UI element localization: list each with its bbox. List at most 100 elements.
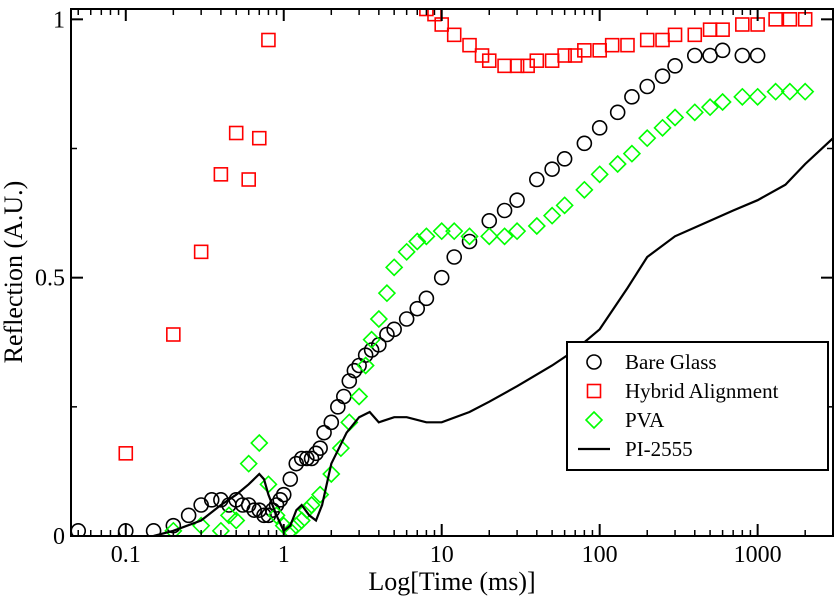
data-point [356, 356, 375, 375]
data-point [303, 450, 320, 467]
series-pi-2555 [153, 137, 833, 536]
data-point [349, 387, 369, 406]
y-tick-label: 0.5 [35, 266, 65, 292]
data-point [256, 507, 272, 524]
data-point [713, 92, 732, 112]
data-point [261, 32, 276, 48]
data-point [735, 17, 750, 32]
data-point [609, 104, 626, 121]
data-point [748, 87, 767, 106]
data-point [312, 440, 328, 456]
legend-marker-swatch [584, 410, 604, 430]
data-point [445, 222, 464, 241]
legend-label: PVA [625, 408, 665, 432]
data-point [796, 82, 815, 101]
data-point [409, 300, 426, 317]
series-hybrid-alignment [118, 9, 813, 461]
legend-label: PI-2555 [625, 437, 693, 461]
legend: Bare Glass Hybrid Alignment PVA PI-2555 [566, 341, 829, 471]
data-point [766, 82, 785, 101]
data-point [293, 450, 310, 467]
data-point [556, 151, 573, 167]
data-point [768, 12, 783, 27]
data-point [555, 196, 574, 215]
legend-box [566, 341, 829, 471]
data-point [782, 12, 798, 27]
data-point [193, 244, 209, 260]
data-point [322, 464, 341, 484]
data-point [575, 180, 594, 199]
data-point [591, 120, 608, 136]
data-point [557, 48, 572, 63]
data-point [481, 53, 497, 68]
data-point [180, 507, 197, 524]
data-point [544, 161, 560, 177]
data-point [308, 445, 324, 462]
y-tick-label: 1 [53, 7, 65, 33]
legend-item: Hybrid Alignment [586, 379, 779, 403]
data-point [408, 232, 427, 251]
x-tick-label: 1 [278, 542, 290, 568]
data-point [417, 227, 436, 246]
data-point [145, 523, 162, 536]
data-point [700, 98, 720, 117]
data-point [749, 47, 766, 64]
data-point [529, 53, 545, 68]
data-point [685, 103, 704, 122]
data-point [529, 171, 545, 188]
data-point [341, 373, 358, 389]
data-point [397, 242, 416, 261]
data-point [446, 249, 463, 265]
x-tick-label: 0.1 [111, 542, 141, 568]
x-tick-label: 1000 [734, 542, 782, 568]
legend-marker-swatch [586, 354, 602, 370]
data-point [667, 58, 683, 74]
data-point [608, 154, 627, 174]
legend-label: Bare Glass [625, 350, 717, 374]
data-point [734, 47, 751, 64]
data-point [246, 502, 262, 518]
data-point [281, 521, 300, 536]
data-point [496, 202, 513, 219]
data-point [323, 414, 340, 431]
data-point [346, 362, 363, 379]
data-point [509, 192, 525, 208]
data-point [654, 68, 671, 84]
data-point [419, 9, 434, 17]
data-point [460, 227, 479, 246]
data-point [302, 495, 321, 515]
data-point [203, 492, 220, 508]
data-point [211, 521, 231, 536]
data-point [622, 144, 642, 163]
data-point [385, 258, 404, 277]
data-point [386, 321, 402, 338]
data-point [687, 27, 703, 43]
data-point [166, 327, 181, 342]
data-point [446, 27, 462, 43]
data-point [331, 439, 351, 458]
data-point [520, 58, 535, 74]
data-point [715, 22, 730, 37]
data-point [780, 82, 800, 101]
data-point [219, 506, 239, 525]
data-point [462, 37, 477, 53]
data-point [604, 37, 620, 53]
data-point [241, 172, 256, 187]
axis-ticks: 0.1 1 10 100 1000 0 0.5 1 [35, 7, 833, 568]
data-point [665, 108, 685, 127]
data-point [275, 486, 292, 503]
data-point [377, 284, 397, 303]
data-point [299, 450, 315, 467]
data-point [418, 290, 435, 307]
data-point [527, 216, 546, 236]
data-point [667, 27, 683, 43]
data-point [620, 37, 635, 53]
data-point [228, 125, 244, 141]
data-point [250, 433, 269, 453]
data-point [362, 330, 381, 349]
x-tick-label: 100 [582, 542, 618, 568]
data-point [509, 58, 525, 74]
legend-items: Bare Glass Hybrid Alignment PVA PI-2555 [578, 350, 779, 461]
data-point [576, 135, 593, 152]
